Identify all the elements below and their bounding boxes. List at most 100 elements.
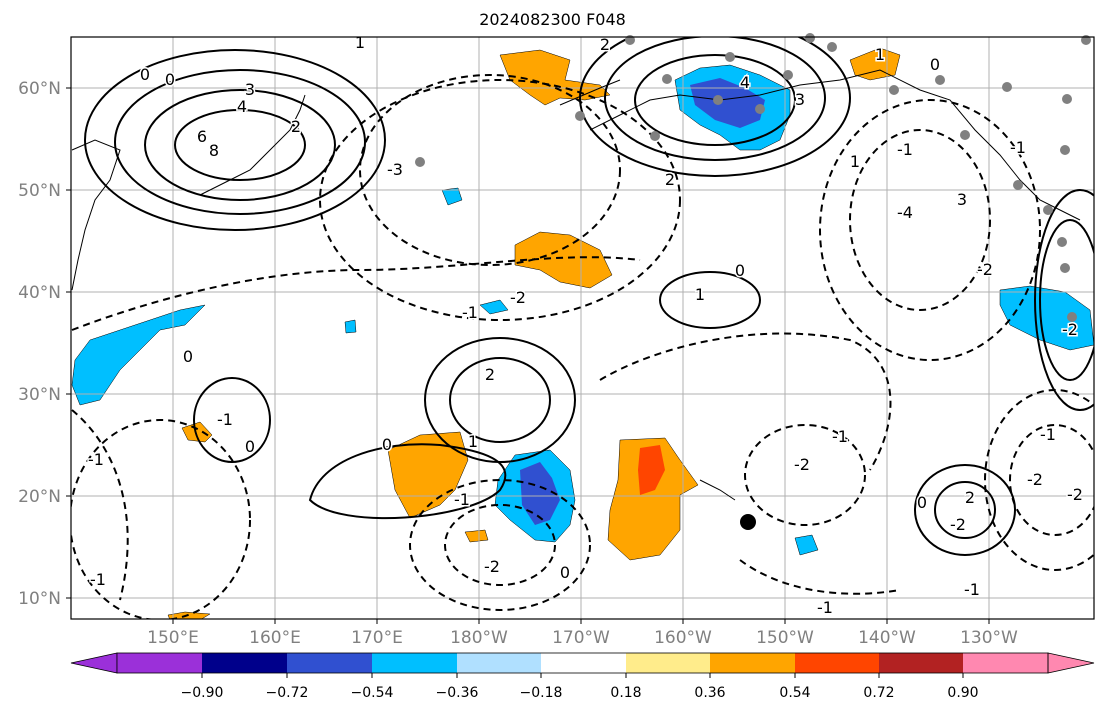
contour-label: 2 (600, 35, 610, 54)
contour-label: -4 (897, 203, 913, 222)
contour-label: 0 (165, 70, 175, 89)
orange-fill-region (181, 421, 213, 443)
colorbar-extend-high (1047, 652, 1095, 674)
colorbar-tick-label: 0.72 (863, 685, 894, 701)
mid-blue-fill-region (690, 78, 765, 128)
lon-label: 170°W (552, 628, 610, 648)
contour-label: 2 (665, 170, 675, 189)
graticule (71, 37, 1094, 619)
contour-label: -2 (950, 515, 966, 534)
colorbar-segment (202, 653, 287, 673)
contour-label: -2 (977, 260, 993, 279)
longitude-labels: 150°E 160°E 170°E 180°W 170°W 160°W 150°… (147, 628, 1018, 648)
red-orange-fill-region (638, 445, 665, 495)
contour-label: -2 (1067, 485, 1083, 504)
contour-label: 0 (560, 563, 570, 582)
contour-label: 2 (485, 365, 495, 384)
colorbar-tick-label: −0.72 (266, 685, 309, 701)
colorbar-segment (372, 653, 457, 673)
positive-contours (84, 37, 1094, 556)
map-background (71, 37, 1094, 619)
lon-label: 140°W (858, 628, 916, 648)
contour-label: 2 (291, 117, 301, 136)
orange-fill-region (607, 437, 699, 561)
lat-label: 20°N (18, 487, 61, 507)
contour-label: 0 (930, 55, 940, 74)
contour-label: -1 (817, 598, 833, 617)
orange-fill-region (464, 529, 489, 543)
contour-label: -1 (1010, 138, 1026, 157)
contour-label: 4 (740, 73, 750, 92)
contour-label: -1 (1040, 425, 1056, 444)
light-blue-fill-region (479, 299, 509, 315)
mid-blue-fill-region (520, 462, 560, 525)
colorbar-tick-label: −0.18 (520, 685, 563, 701)
colorbar-segment (626, 653, 710, 673)
colorbar-tick-label: 0.54 (779, 685, 810, 701)
contour-label: -2 (794, 455, 810, 474)
colorbar-segment (457, 653, 541, 673)
lon-label: 150°E (147, 628, 199, 648)
contour-label: -2 (510, 288, 526, 307)
contour-label: 2 (965, 488, 975, 507)
colorbar-segment (287, 653, 372, 673)
light-blue-fill-region (999, 285, 1094, 351)
contour-label: -2 (1027, 470, 1043, 489)
light-blue-fill-region (344, 319, 357, 334)
contour-label: -1 (897, 140, 913, 159)
contour-label: 0 (382, 435, 392, 454)
contour-label: 1 (875, 45, 885, 64)
colorbar-tick-label: −0.54 (351, 685, 394, 701)
colorbar-segment (963, 653, 1048, 673)
contour-label: -1 (90, 570, 106, 589)
contour-label: 1 (355, 33, 365, 52)
contour-label: 4 (237, 97, 247, 116)
contour-label: 3 (795, 90, 805, 109)
colorbar-tick-label: −0.36 (436, 685, 479, 701)
lon-label: 180°W (450, 628, 508, 648)
colorbar-segment (117, 653, 202, 673)
station-markers (415, 33, 1091, 322)
coastlines (71, 69, 1081, 501)
colorbar-tick-label: 0.36 (694, 685, 725, 701)
colorbar-segment (541, 653, 626, 673)
lat-label: 60°N (18, 79, 61, 99)
contour-label: -1 (462, 303, 478, 322)
contour-label: 3 (957, 190, 967, 209)
lat-label: 30°N (18, 385, 61, 405)
contour-label: -3 (387, 160, 403, 179)
orange-fill-region (514, 231, 613, 289)
colorbar-segment (795, 653, 879, 673)
contour-labels: 3 4 6 8 2 0 0 1 2 3 1 2 4 0 -1 -2 -3 -1 … (87, 32, 1085, 619)
contour-label: -1 (217, 410, 233, 429)
contour-label: 6 (197, 127, 207, 146)
contour-label: 1 (695, 285, 705, 304)
contour-label: -1 (964, 580, 980, 599)
colorbar-segment (710, 653, 795, 673)
lat-label: 10°N (18, 589, 61, 609)
orange-fill-region (499, 49, 611, 106)
contour-label: 0 (183, 347, 193, 366)
lon-label: 160°E (249, 628, 301, 648)
lat-label: 50°N (18, 181, 61, 201)
lon-label: 150°W (756, 628, 814, 648)
contour-label: 8 (209, 141, 219, 160)
contour-label: 0 (140, 65, 150, 84)
contour-label: 1 (468, 432, 478, 451)
light-blue-fill-region (794, 534, 819, 556)
lon-label: 160°W (654, 628, 712, 648)
lon-label: 130°W (960, 628, 1018, 648)
lat-label: 40°N (18, 283, 61, 303)
colorbar-extend-low (70, 652, 118, 674)
map-title: 2024082300 F048 (479, 10, 626, 29)
negative-contours (71, 74, 1094, 619)
contour-label: -2 (1062, 320, 1078, 339)
colorbar: −0.90 −0.72 −0.54 −0.36 −0.18 0.18 0.36 … (70, 652, 1095, 701)
colorbar-tick-label: 0.18 (610, 685, 641, 701)
colorbar-tick-label: 0.90 (947, 685, 978, 701)
contour-label: -1 (88, 450, 104, 469)
axis-ticks (66, 87, 990, 624)
contour-label: 0 (735, 261, 745, 280)
contour-label: -1 (832, 427, 848, 446)
